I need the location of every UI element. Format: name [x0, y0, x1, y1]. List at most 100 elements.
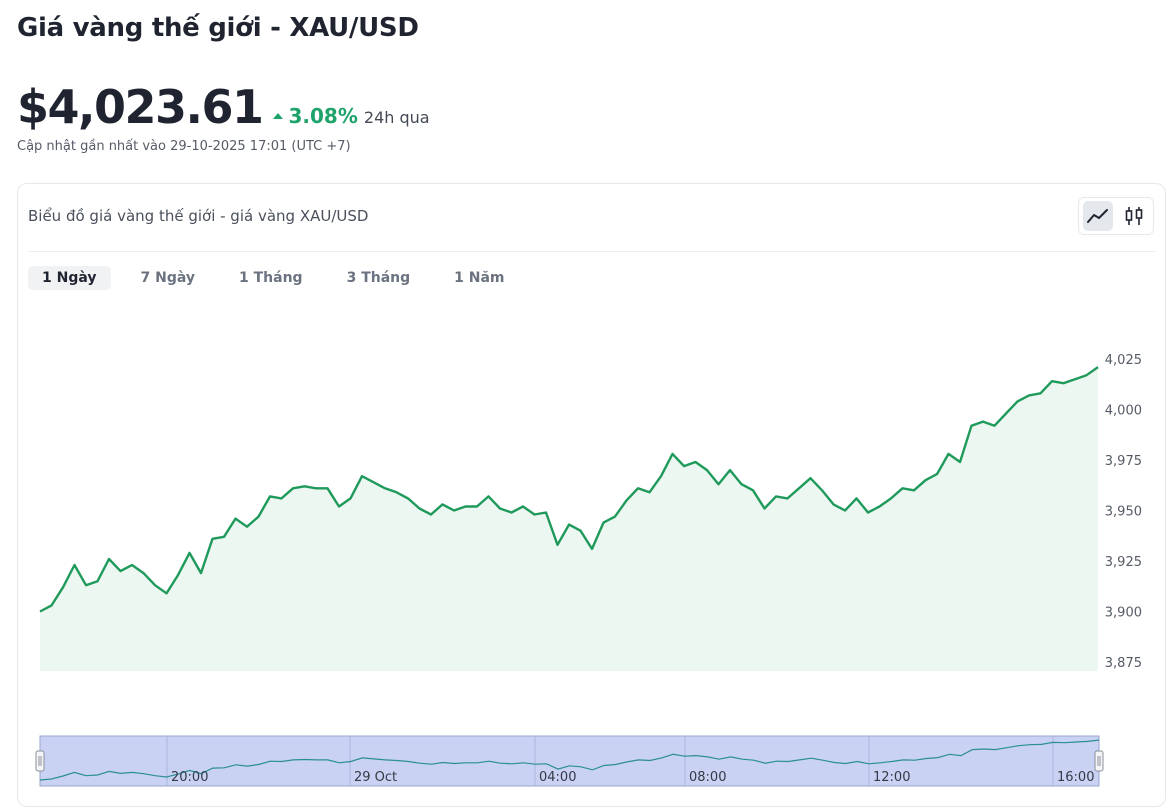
- data-point[interactable]: [118, 568, 124, 574]
- data-point[interactable]: [83, 582, 89, 588]
- data-point[interactable]: [1003, 411, 1009, 417]
- data-point[interactable]: [175, 572, 181, 578]
- line-chart-button[interactable]: [1083, 201, 1113, 231]
- data-point[interactable]: [60, 584, 66, 590]
- data-point[interactable]: [497, 506, 503, 512]
- data-point[interactable]: [164, 590, 170, 596]
- data-point[interactable]: [819, 487, 825, 493]
- data-point[interactable]: [670, 451, 676, 457]
- data-point[interactable]: [313, 485, 319, 491]
- data-point[interactable]: [877, 504, 883, 510]
- data-point[interactable]: [106, 556, 112, 562]
- data-point[interactable]: [796, 485, 802, 491]
- data-point[interactable]: [359, 473, 365, 479]
- data-point[interactable]: [302, 483, 308, 489]
- data-point[interactable]: [49, 602, 55, 608]
- data-point[interactable]: [727, 467, 733, 473]
- data-point[interactable]: [256, 514, 262, 520]
- data-point[interactable]: [1084, 372, 1090, 378]
- navigator-left-handle[interactable]: [35, 750, 45, 772]
- tab-1-month[interactable]: 1 Tháng: [239, 270, 303, 286]
- data-point[interactable]: [244, 524, 250, 530]
- data-point[interactable]: [773, 493, 779, 499]
- data-point[interactable]: [854, 495, 860, 501]
- data-point[interactable]: [566, 522, 572, 528]
- data-point[interactable]: [601, 520, 607, 526]
- data-point[interactable]: [382, 485, 388, 491]
- data-point[interactable]: [279, 495, 285, 501]
- data-point[interactable]: [290, 485, 296, 491]
- data-point[interactable]: [210, 536, 216, 542]
- data-point[interactable]: [1061, 380, 1067, 386]
- tab-1-year[interactable]: 1 Năm: [454, 270, 505, 286]
- data-point[interactable]: [704, 467, 710, 473]
- data-point[interactable]: [152, 582, 158, 588]
- candlestick-chart-button[interactable]: [1119, 201, 1149, 231]
- data-point[interactable]: [187, 550, 193, 556]
- data-point[interactable]: [992, 423, 998, 429]
- data-point[interactable]: [451, 508, 457, 514]
- data-point[interactable]: [440, 501, 446, 507]
- data-point[interactable]: [865, 510, 871, 516]
- data-point[interactable]: [532, 512, 538, 518]
- data-point[interactable]: [934, 471, 940, 477]
- data-point[interactable]: [888, 495, 894, 501]
- data-point[interactable]: [348, 495, 354, 501]
- data-point[interactable]: [405, 495, 411, 501]
- data-point[interactable]: [417, 506, 423, 512]
- data-point[interactable]: [900, 485, 906, 491]
- data-point[interactable]: [509, 510, 515, 516]
- data-point[interactable]: [129, 562, 135, 568]
- data-point[interactable]: [693, 459, 699, 465]
- data-point[interactable]: [785, 495, 791, 501]
- data-point[interactable]: [612, 514, 618, 520]
- data-point[interactable]: [716, 481, 722, 487]
- data-point[interactable]: [543, 510, 549, 516]
- data-point[interactable]: [808, 475, 814, 481]
- navigator-right-handle[interactable]: [1094, 750, 1104, 772]
- data-point[interactable]: [923, 477, 929, 483]
- data-point[interactable]: [336, 504, 342, 510]
- data-point[interactable]: [635, 485, 641, 491]
- data-point[interactable]: [1049, 378, 1055, 384]
- data-point[interactable]: [957, 459, 963, 465]
- data-point[interactable]: [750, 487, 756, 493]
- data-point[interactable]: [739, 481, 745, 487]
- data-point[interactable]: [520, 504, 526, 510]
- data-point[interactable]: [842, 508, 848, 514]
- data-point[interactable]: [1038, 390, 1044, 396]
- data-point[interactable]: [141, 570, 147, 576]
- data-point[interactable]: [1072, 376, 1078, 382]
- tab-1-day[interactable]: 1 Ngày: [28, 266, 111, 290]
- data-point[interactable]: [658, 473, 664, 479]
- data-point[interactable]: [72, 562, 78, 568]
- data-point[interactable]: [946, 451, 952, 457]
- data-point[interactable]: [233, 516, 239, 522]
- data-point[interactable]: [555, 542, 561, 548]
- data-point[interactable]: [762, 506, 768, 512]
- data-point[interactable]: [1015, 398, 1021, 404]
- data-point[interactable]: [221, 534, 227, 540]
- navigator-range[interactable]: [39, 735, 1100, 787]
- tab-7-days[interactable]: 7 Ngày: [140, 270, 196, 286]
- data-point[interactable]: [486, 493, 492, 499]
- data-point[interactable]: [911, 487, 917, 493]
- data-point[interactable]: [681, 463, 687, 469]
- data-point[interactable]: [589, 546, 595, 552]
- data-point[interactable]: [969, 423, 975, 429]
- data-point[interactable]: [980, 419, 986, 425]
- data-point[interactable]: [463, 504, 469, 510]
- data-point[interactable]: [1026, 392, 1032, 398]
- data-point[interactable]: [394, 489, 400, 495]
- data-point[interactable]: [474, 504, 480, 510]
- data-point[interactable]: [428, 512, 434, 518]
- data-point[interactable]: [325, 485, 331, 491]
- data-point[interactable]: [831, 501, 837, 507]
- tab-3-months[interactable]: 3 Tháng: [346, 270, 411, 286]
- data-point[interactable]: [267, 493, 273, 499]
- data-point[interactable]: [37, 609, 43, 615]
- data-point[interactable]: [1095, 364, 1101, 370]
- data-point[interactable]: [371, 479, 377, 485]
- data-point[interactable]: [578, 528, 584, 534]
